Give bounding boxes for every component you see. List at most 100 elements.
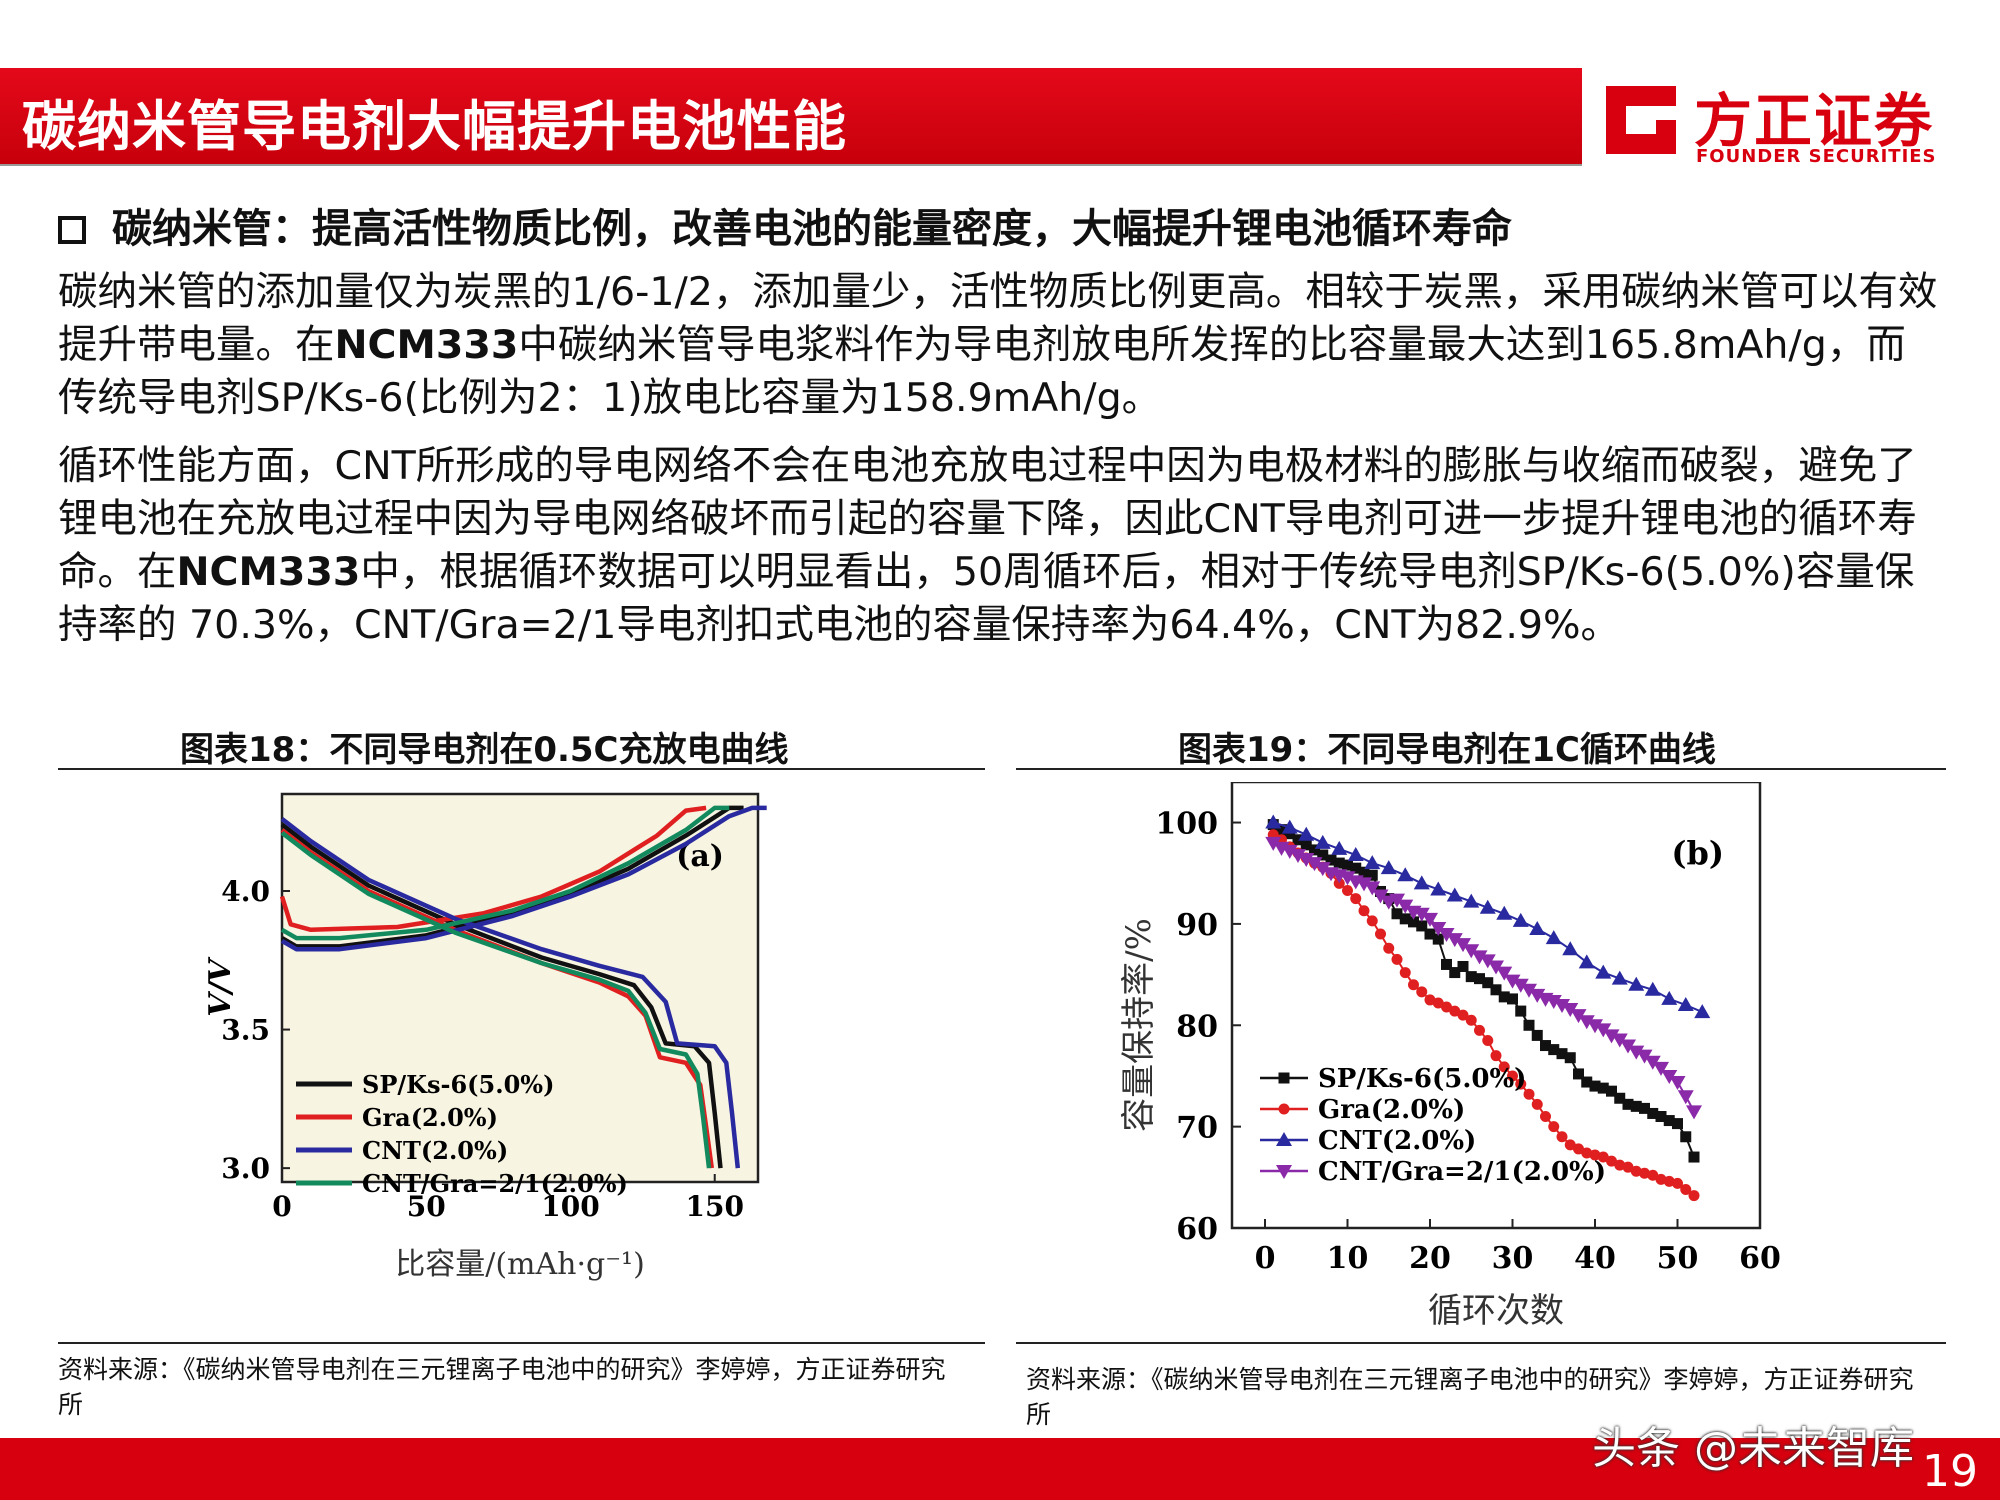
- data-point: [1595, 964, 1612, 979]
- chart-18: 0 50 100 150 3.0 3.5 4.0 比容量/(mAh·g⁻¹) V/V (a) SP/…: [160, 782, 880, 1312]
- data-point: [1628, 1045, 1645, 1060]
- data-point: [1644, 1055, 1661, 1070]
- data-point: [1653, 1061, 1669, 1076]
- data-point: [1639, 1102, 1650, 1114]
- data-point: [1507, 1070, 1518, 1082]
- data-point: [1482, 977, 1494, 989]
- x-tick-label: 0: [272, 1190, 291, 1223]
- y-tick-label: 3.5: [221, 1014, 270, 1047]
- data-point: [1595, 1023, 1612, 1038]
- data-point: [1562, 1003, 1579, 1018]
- data-point: [1587, 1019, 1603, 1034]
- data-point: [1531, 1098, 1543, 1110]
- data-point: [1441, 958, 1452, 970]
- data-point: [1661, 1069, 1678, 1084]
- data-point: [1408, 916, 1419, 928]
- y-tick-label: 60: [1176, 1212, 1218, 1247]
- figure-18-source: 资料来源：《碳纳米管导电剂在三元锂离子电池中的研究》李婷婷，方正证券研究所: [58, 1355, 946, 1419]
- founder-logo-icon: [1606, 86, 1676, 154]
- page-title: 碳纳米管导电剂大幅提升电池性能: [22, 95, 847, 158]
- data-point: [1358, 905, 1370, 917]
- data-point: [1597, 1151, 1609, 1163]
- data-point: [1416, 920, 1428, 932]
- data-point: [1298, 853, 1315, 868]
- data-point: [1446, 933, 1463, 948]
- data-point: [1548, 1044, 1560, 1056]
- legend-marker: [1276, 1165, 1292, 1179]
- data-point: [1490, 1050, 1502, 1062]
- data-point: [1350, 862, 1362, 874]
- data-point: [1482, 1034, 1494, 1046]
- data-point: [1611, 970, 1628, 985]
- data-point: [1655, 1111, 1667, 1122]
- data-point: [1578, 1015, 1595, 1030]
- data-point: [1350, 893, 1362, 905]
- data-point: [1465, 1014, 1477, 1026]
- data-point: [1463, 893, 1480, 908]
- data-point: [1455, 938, 1471, 953]
- data-point: [1309, 844, 1320, 856]
- data-point: [1422, 912, 1438, 927]
- data-point: [1564, 1139, 1576, 1151]
- data-point: [1432, 997, 1444, 1009]
- data-point: [1556, 1131, 1568, 1143]
- footer-bar: [0, 1438, 2000, 1500]
- data-point: [1358, 866, 1370, 878]
- series-line-charge: [279, 805, 707, 933]
- data-point: [1529, 920, 1546, 935]
- y-tick-label: 3.0: [221, 1152, 270, 1185]
- data-point: [1639, 1167, 1650, 1179]
- data-point: [1300, 839, 1312, 851]
- y-axis-label: V/V: [203, 957, 238, 1017]
- x-tick-label: 0: [1255, 1241, 1276, 1276]
- data-point: [1644, 981, 1661, 996]
- legend-label: SP/Ks-6(5.0%): [1318, 1064, 1526, 1094]
- data-point: [1562, 941, 1579, 956]
- series-line-discharge: [280, 822, 723, 1169]
- data-point: [1314, 834, 1331, 849]
- data-point: [1677, 997, 1694, 1011]
- legend-marker: [1278, 1103, 1290, 1115]
- data-point: [1281, 844, 1298, 859]
- data-point: [1630, 1165, 1642, 1177]
- legend-label: CNT(2.0%): [1318, 1126, 1476, 1156]
- data-point: [1663, 1175, 1675, 1187]
- data-point: [1474, 973, 1485, 985]
- data-point: [1413, 875, 1430, 890]
- data-point: [1465, 971, 1477, 983]
- data-point: [1490, 984, 1502, 996]
- y-tick-label: 100: [1155, 807, 1218, 842]
- data-point: [1523, 1088, 1535, 1100]
- data-point: [1290, 848, 1306, 863]
- data-point: [1680, 1183, 1692, 1195]
- data-point: [1655, 1173, 1667, 1185]
- data-point: [1663, 1115, 1675, 1127]
- data-point: [1540, 1111, 1551, 1122]
- figure-19-caption: 图表19：不同导电剂在1C循环曲线: [1178, 730, 1716, 770]
- data-point: [1364, 881, 1381, 896]
- data-point: [1573, 1143, 1584, 1155]
- series-line-charge: [280, 805, 744, 949]
- data-point: [1686, 1105, 1702, 1120]
- data-point: [1512, 978, 1529, 993]
- data-point: [1694, 1004, 1711, 1019]
- figure-19-top-rule: [1016, 768, 1946, 770]
- data-point: [1620, 1039, 1636, 1054]
- legend-label: Gra(2.0%): [1318, 1095, 1465, 1125]
- data-point: [1581, 1147, 1593, 1159]
- data-point: [1521, 983, 1537, 998]
- title-divider: [0, 164, 1582, 166]
- data-point: [1449, 1005, 1461, 1017]
- plot-area: [280, 792, 760, 1184]
- data-point: [1488, 960, 1504, 975]
- paragraph-1: 碳纳米管的添加量仅为炭黑的1/6-1/2，添加量少，活性物质比例更高。相较于炭黑…: [58, 266, 1938, 425]
- figure-18-caption: 图表18：不同导电剂在0.5C充放电曲线: [180, 730, 789, 770]
- x-tick-label: 100: [541, 1190, 599, 1223]
- data-point: [1606, 1155, 1617, 1167]
- data-point: [1364, 855, 1381, 870]
- data-point: [1366, 869, 1378, 881]
- data-point: [1622, 1098, 1634, 1110]
- data-point: [1597, 1082, 1609, 1094]
- data-point: [1342, 884, 1353, 896]
- legend-marker: [1278, 1072, 1290, 1084]
